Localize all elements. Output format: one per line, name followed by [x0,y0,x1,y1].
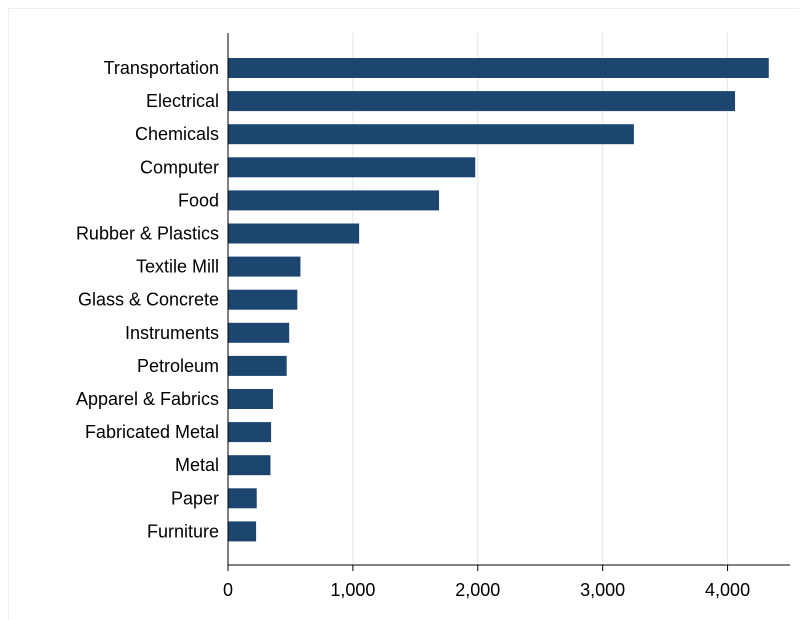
x-tick-label-0: 0 [223,580,233,600]
category-label-0: Transportation [104,58,219,78]
category-label-5: Rubber & Plastics [76,224,219,244]
x-tick-label-2: 2,000 [455,580,500,600]
bar-13 [228,488,257,509]
category-label-7: Glass & Concrete [78,290,219,310]
category-label-6: Textile Mill [136,257,219,277]
category-label-3: Computer [140,157,219,177]
category-label-8: Instruments [125,323,219,343]
bar-2 [228,124,634,145]
axes [227,33,790,571]
bar-4 [228,190,440,211]
category-label-1: Electrical [146,91,219,111]
bar-5 [228,223,360,244]
bar-1 [228,91,736,112]
chart-frame [8,8,799,620]
x-tick-label-1: 1,000 [330,580,375,600]
x-tick-labels: 0 1,000 2,000 3,000 4,000 [223,580,750,600]
bar-0 [228,58,769,78]
bar-6 [228,256,301,277]
category-labels: Transportation Electrical Chemicals Compute… [76,58,219,541]
category-label-9: Petroleum [137,356,219,376]
category-label-11: Fabricated Metal [85,422,219,442]
bar-12 [228,455,271,476]
x-tick-label-4: 4,000 [705,580,750,600]
bar-3 [228,157,476,178]
category-label-14: Furniture [147,521,219,541]
category-label-12: Metal [175,455,219,475]
bar-9 [228,355,287,376]
category-label-4: Food [178,190,219,210]
bar-7 [228,289,298,310]
category-label-10: Apparel & Fabrics [76,389,219,409]
category-label-2: Chemicals [135,124,219,144]
category-label-13: Paper [171,488,219,508]
bar-8 [228,322,290,343]
x-tick-label-3: 3,000 [580,580,625,600]
bar-11 [228,422,272,443]
bars [228,58,769,542]
bar-10 [228,389,273,409]
gridlines [352,33,729,565]
bar-14 [228,521,257,542]
